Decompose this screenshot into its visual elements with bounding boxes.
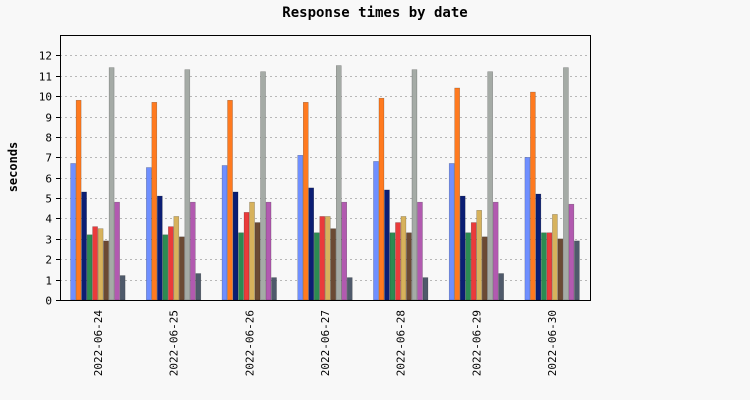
bar [417,201,423,301]
x-tick-label: 2022-06-26 [243,310,256,376]
bar [378,97,385,301]
bar [97,228,104,301]
bar [470,222,477,301]
bar [92,226,98,301]
bar [373,161,379,301]
y-tick-label: 0 [45,295,52,308]
bar [70,163,76,301]
x-tick-label: 2022-06-29 [470,310,483,376]
y-tick-label: 11 [39,71,52,84]
bar [325,216,331,301]
bar [406,232,412,301]
bar [243,212,250,301]
y-tick-label: 7 [45,152,52,165]
bar [465,232,471,301]
bars [70,65,580,301]
bar [162,234,169,301]
x-tick-label: 2022-06-27 [319,310,332,376]
y-tick-label: 9 [45,112,52,125]
y-tick-label: 4 [45,213,52,226]
y-tick-label: 1 [45,275,52,288]
x-tick-label: 2022-06-28 [395,310,408,376]
y-tick-label: 10 [39,91,52,104]
bar [173,216,180,301]
y-tick-label: 12 [39,50,52,63]
bar [557,238,564,301]
bar [574,240,580,301]
x-tick-label: 2022-06-24 [92,310,105,377]
bar [254,222,261,301]
bar [75,99,82,301]
bar [319,216,325,301]
bar [541,232,547,301]
bar [524,157,531,301]
bar [384,189,390,301]
bar [265,201,272,301]
y-tick-label: 5 [45,193,52,206]
bar [151,102,158,301]
bar [221,165,228,301]
bar [303,102,309,301]
bar [119,275,126,301]
bar [552,214,558,301]
bar [195,273,202,301]
bar [411,69,418,301]
bar [341,201,347,301]
bar [81,191,87,301]
bar [238,232,244,301]
bar [157,195,163,301]
chart-title: Response times by date [282,5,468,21]
bar [530,91,536,301]
bar [308,187,314,301]
x-tick-label: 2022-06-30 [546,310,559,376]
bar [347,277,353,301]
y-tick-label: 8 [45,132,52,145]
plot-frame [60,35,591,301]
bar [498,273,504,301]
bar [459,195,466,301]
bar [108,67,115,301]
bar [271,277,277,301]
bar [563,67,569,301]
bar [114,201,120,301]
bar [179,236,185,301]
bar [395,222,401,301]
bar [184,69,191,301]
bar [487,71,493,301]
bar [86,234,93,301]
bar [146,167,152,301]
bar [260,71,266,301]
bar [249,201,255,301]
bar [400,216,407,301]
y-tick-label: 6 [45,173,52,186]
bar [336,65,342,301]
y-tick-label: 2 [45,254,52,267]
bar [314,232,320,301]
bar [297,155,303,301]
x-ticks: 2022-06-24 2022-06-25 2022-06-26 2022-06-27… [92,310,559,377]
bar [232,191,239,301]
bar [190,201,196,301]
bar [103,240,109,301]
x-tick-label: 2022-06-25 [168,310,181,376]
bar [546,232,553,301]
bar [454,87,460,301]
bar [330,228,336,301]
bar [389,232,396,301]
bar [492,201,499,301]
y-tick-label: 3 [45,234,52,247]
bar [481,236,488,301]
bar [535,193,542,301]
bar [227,99,233,301]
bar [476,210,482,301]
bar [168,226,174,301]
bar [568,203,575,301]
bar [448,163,455,301]
bar [422,277,429,301]
